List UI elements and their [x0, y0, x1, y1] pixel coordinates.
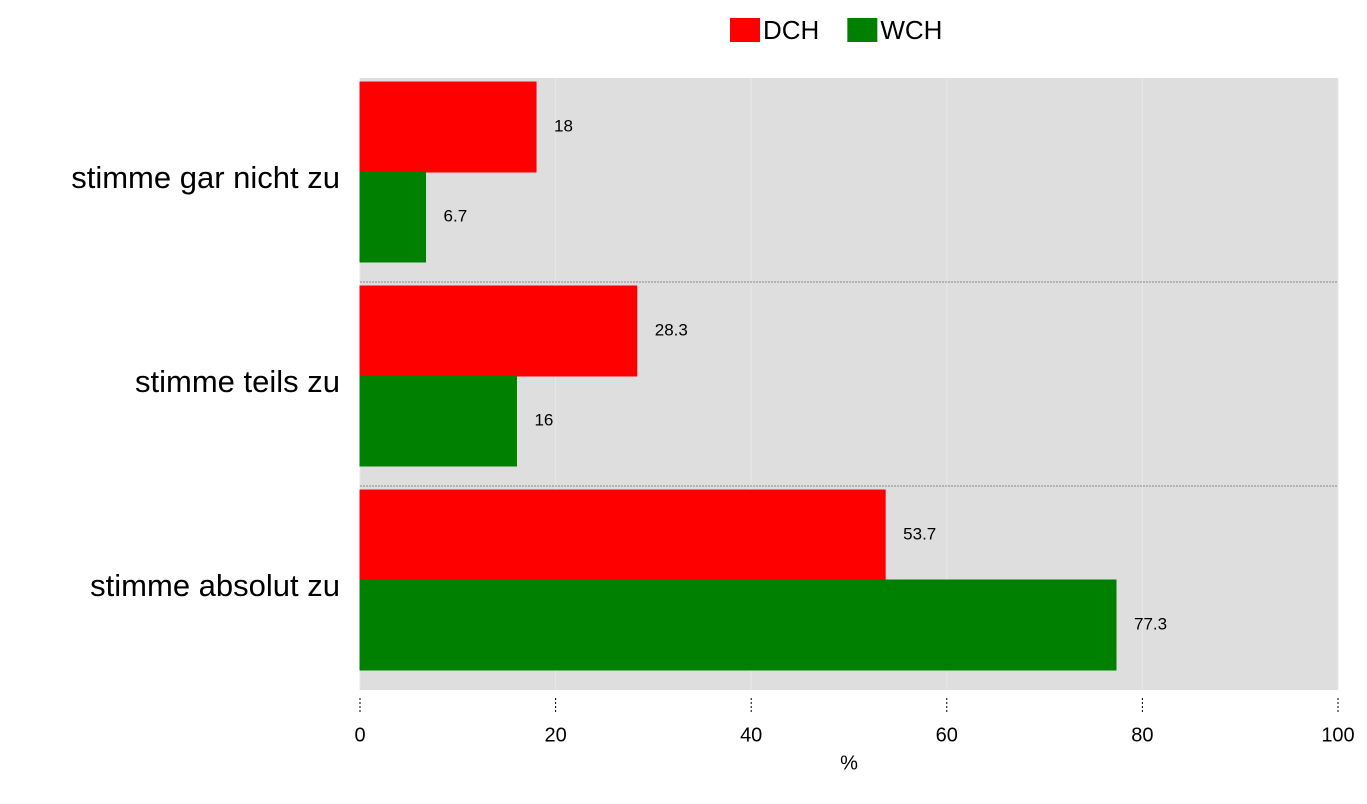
y-tick-label: stimme gar nicht zu — [71, 160, 340, 195]
value-label: 53.7 — [903, 524, 936, 543]
y-tick-label: stimme teils zu — [135, 364, 340, 399]
bar — [359, 171, 427, 263]
bar — [359, 489, 886, 581]
legend-label: WCH — [880, 15, 942, 45]
value-label: 18 — [554, 116, 573, 135]
legend-swatch — [730, 18, 760, 42]
x-tick-label: 0 — [354, 724, 365, 746]
value-label: 16 — [534, 410, 553, 429]
x-axis-label: % — [840, 752, 858, 774]
x-tick-label: 100 — [1321, 724, 1354, 746]
x-tick-label: 20 — [544, 724, 566, 746]
y-tick-label: stimme absolut zu — [90, 568, 340, 603]
x-tick-label: 60 — [936, 724, 958, 746]
value-label: 28.3 — [655, 320, 688, 339]
bar — [359, 375, 517, 467]
legend-label: DCH — [763, 15, 819, 45]
bar — [359, 579, 1117, 671]
bar — [359, 285, 638, 377]
value-label: 77.3 — [1134, 614, 1167, 633]
legend-swatch — [847, 18, 878, 42]
x-tick-label: 40 — [740, 724, 762, 746]
x-tick-label: 80 — [1131, 724, 1153, 746]
value-label: 6.7 — [444, 206, 468, 225]
bar — [359, 81, 537, 173]
